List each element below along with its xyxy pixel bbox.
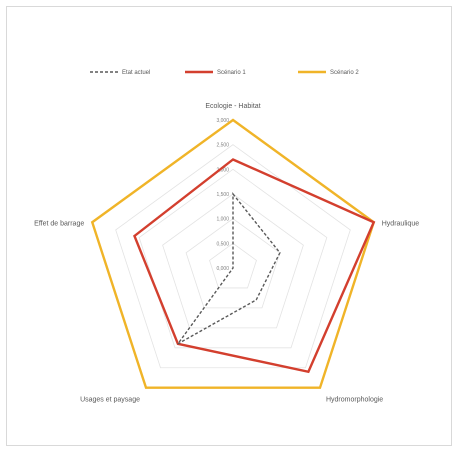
tick-label: 3,000: [216, 118, 229, 124]
legend-label: Scénario 1: [217, 70, 246, 76]
grid-ring-5: [115, 144, 351, 369]
grid-ring-3: [162, 193, 304, 329]
radial-tick-labels: 0,000 0,500 1,000 1,500 2,000 2,500 3,000: [216, 118, 229, 272]
tick-label: 1,000: [216, 217, 229, 223]
axis-label: Usages et paysage: [80, 397, 140, 404]
grid-ring-4: [138, 168, 328, 349]
chart-frame: [6, 6, 452, 446]
tick-label: 2,000: [216, 167, 229, 173]
legend-label: Etat actuel: [122, 70, 150, 76]
grid-ring-1: [209, 242, 257, 289]
radar-series: [90, 118, 376, 389]
axis-label: Ecologie - Habitat: [205, 103, 260, 110]
tick-label: 2,500: [216, 143, 229, 149]
series-line: [177, 192, 281, 345]
tick-label: 0,500: [216, 241, 229, 247]
tick-label: 0,000: [216, 266, 229, 272]
series-line: [133, 158, 376, 374]
axis-labels: Ecologie - Habitat Hydraulique Hydromorpho…: [34, 103, 419, 404]
tick-label: 1,500: [216, 192, 229, 198]
series-line: [90, 118, 376, 389]
legend: Etat actuel Scénario 1 Scénario 2: [90, 70, 359, 76]
legend-label: Scénario 2: [330, 70, 359, 76]
axis-label: Hydromorphologie: [326, 397, 383, 404]
axis-label: Effet de barrage: [34, 220, 84, 227]
axis-label: Hydraulique: [382, 220, 419, 227]
grid-ring-2: [185, 218, 281, 309]
